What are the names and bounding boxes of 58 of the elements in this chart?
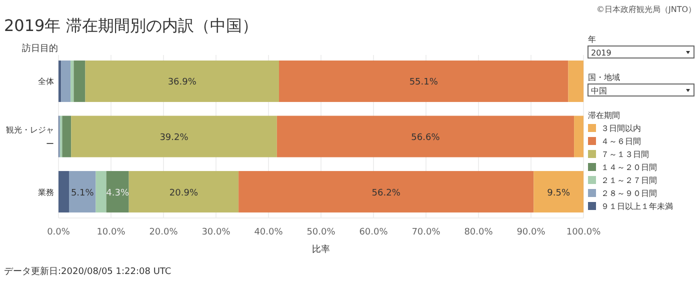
x-tick-label: 40.0% — [254, 227, 284, 238]
x-tick-label: 30.0% — [202, 227, 231, 238]
bar — [568, 60, 584, 102]
bar — [276, 116, 574, 158]
legend-label: １４～２０日間 — [601, 163, 657, 172]
data-label: 56.6% — [411, 133, 440, 143]
bar — [71, 116, 277, 158]
bar — [128, 171, 239, 212]
x-tick-label: 60.0% — [359, 227, 388, 238]
text: データ更新日:2020/08/05 1:22:08 UTC — [4, 266, 172, 277]
text: 国・地域 — [588, 73, 620, 82]
bar — [574, 116, 584, 158]
bar — [58, 171, 69, 212]
data-label: 9.5% — [547, 188, 570, 198]
bar — [74, 60, 86, 102]
dropdown-field: 中国 — [588, 84, 694, 96]
legend-label: ７～１３日間 — [601, 150, 649, 159]
x-axis-title: 比率 — [312, 244, 330, 255]
x-tick-label: 0.0% — [47, 227, 70, 238]
bar — [96, 171, 106, 212]
text: 年 — [588, 35, 596, 44]
x-tick-label: 80.0% — [464, 227, 494, 238]
x-tick-label: 100.0% — [566, 227, 602, 238]
bar — [70, 60, 74, 102]
data-label: 20.9% — [169, 188, 198, 198]
data-label: 4.3% — [106, 188, 130, 198]
legend-label: ３日間以内 — [601, 124, 641, 133]
data-label: 55.1% — [409, 78, 438, 88]
data-label: 39.2% — [160, 133, 189, 143]
legend-label: ４～６日間 — [601, 137, 641, 146]
y-tick-label: 観光・レジャー — [6, 126, 54, 148]
bar — [69, 171, 96, 212]
bar — [106, 171, 129, 212]
legend-title: 滞在期間 — [588, 111, 620, 120]
y-tick-label: 業務 — [38, 188, 54, 197]
bar — [279, 60, 568, 102]
x-tick-label: 10.0% — [96, 227, 126, 238]
x-tick-label: 90.0% — [516, 227, 546, 238]
text: ©日本政府観光局（JNTO） — [596, 5, 696, 14]
data-label: 5.1% — [70, 188, 94, 198]
bar — [85, 60, 279, 102]
x-tick-label: 70.0% — [412, 227, 441, 238]
bar — [58, 60, 62, 102]
y-axis-title: 訪日目的 — [22, 43, 58, 54]
legend-label: ９１日以上１年未満 — [601, 202, 673, 211]
legend-label: ２１～２７日間 — [601, 176, 657, 185]
bar — [61, 60, 71, 102]
dropdown-field: 2019 — [588, 46, 694, 58]
data-label: 56.2% — [372, 188, 401, 198]
bar — [238, 171, 534, 212]
chart-title: 2019年 滞在期間別の内訳（中国） — [4, 16, 258, 35]
bar — [62, 116, 72, 158]
bar — [534, 171, 584, 212]
y-tick-label: 全体 — [38, 77, 54, 86]
x-tick-label: 50.0% — [306, 227, 336, 238]
x-tick-label: 20.0% — [149, 227, 178, 238]
data-label: 36.9% — [168, 78, 197, 88]
legend-label: ２８～９０日間 — [601, 189, 657, 198]
